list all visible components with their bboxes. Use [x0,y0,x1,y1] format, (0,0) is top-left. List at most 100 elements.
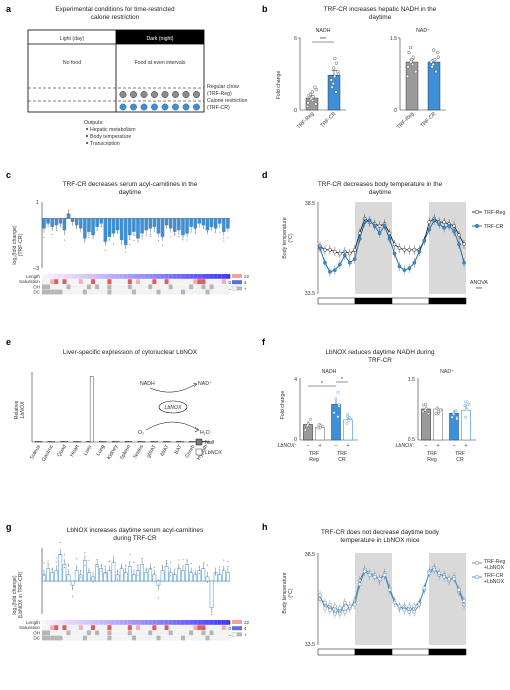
bar [83,218,87,239]
data-point [336,390,340,394]
heatmap-cell-length [225,274,230,279]
data-point [149,233,151,235]
data-point [432,48,436,52]
heatmap-cell-length [70,274,75,279]
data-point [431,62,435,66]
data-point [166,560,168,562]
series-point [427,220,432,225]
reg-label-2: (TRF-Reg) [207,91,232,97]
data-point [84,240,86,242]
legend-label: TRF-CR [484,224,504,230]
y-tick-label: 33.5 [305,642,315,648]
heatmap-cell-dc [54,289,59,295]
data-point [96,559,98,561]
series-point [362,220,367,225]
data-point [223,567,225,569]
chart-b-nadh: NADH 0 6 TRF-Reg TRF-CR *** [294,28,346,130]
bar-null [176,441,180,443]
bar [70,580,75,586]
chart-b-nad: NAD⁺ 0 1.5 TRF-Reg TRF-CR [390,28,446,130]
heatmap-cell-saturation [99,625,104,630]
heatmap-cell-dc [131,635,136,641]
heatmap-cell-dc [152,289,157,295]
heatmap-cell-dc [156,635,161,641]
heatmap-cell-length [86,620,92,625]
data-point [178,559,180,561]
legend-label: +LbNOX [484,565,505,571]
bar-null [99,441,103,443]
series-point [417,602,422,607]
heatmap-cell-length [148,620,153,625]
series-point [407,604,412,609]
series-point [382,573,387,577]
data-point [219,231,221,233]
lbnox-sign: + [464,443,467,449]
heatmap-cell-length [160,620,165,625]
series-point [422,238,427,243]
heatmap-cell-oh [111,630,116,636]
y-tick-label: 4 [294,377,297,383]
data-point [436,50,440,54]
significance-label: *** [320,37,326,43]
series-point [357,236,362,241]
group-label: CR [338,457,346,463]
bar-lbnox [205,441,210,443]
bar-null [163,441,167,443]
panel-c: c TRF-CR decreases serum acyl-carnitines… [6,170,250,295]
data-point [117,570,119,572]
data-point [63,233,65,235]
heatmap-cell-saturation [70,625,75,630]
heatmap-cell-saturation [160,279,165,284]
bar [197,570,202,582]
y-tick-label: 38.5 [305,552,315,558]
scale-plus-label: + [244,286,247,291]
reg-feeding-dot [182,91,190,98]
bar [50,218,54,227]
scale-sat-max: 4 [244,280,247,285]
heatmap-cell-oh [119,630,124,636]
heatmap-cell-length [103,620,108,625]
heatmap-cell-length [205,274,210,279]
tissue-label: gWAT [146,443,159,459]
heatmap-cell-saturation [78,625,83,630]
data-point [59,554,61,556]
heatmap-cell-dc [111,635,116,641]
data-point [92,231,94,233]
panel-d-label: d [262,170,268,180]
bar-null [86,441,90,443]
bar-null [73,441,77,443]
heatmap-cell-oh [197,284,202,290]
panel-d-title-2: daytime [369,189,392,196]
data-point [129,243,131,245]
heatmap-cell-saturation [164,279,169,284]
bar-null [189,441,193,443]
heatmap-cell-dc [213,635,218,641]
cr-feeding-dot [161,103,169,111]
bar [189,572,193,582]
y-tick-label: 1.5 [408,377,415,383]
heatmap-cell-length [189,620,194,625]
heatmap-cell-length [136,620,141,625]
heatmap-cell-dc [140,289,145,295]
heatmap-cell-length [74,620,79,625]
bar [156,218,161,234]
legend-null-text: Null [205,440,214,446]
heatmap-cell-oh [213,284,218,290]
heatmap-cell-oh [217,630,222,636]
cr-feeding-dot [119,103,127,111]
tissue-label: Soleus [29,444,42,461]
heatmap-cell-length [225,620,230,625]
heatmap-cell-saturation [111,625,116,630]
heatmap-cell-saturation [217,625,222,630]
data-point [125,564,127,566]
bar [148,568,153,582]
cr-feeding-dot [193,103,200,111]
data-point [466,403,469,407]
data-point [157,232,159,234]
heatmap-cell-oh [193,630,198,636]
data-point [166,223,168,225]
heatmap-cell-oh [91,284,96,290]
data-point [121,566,123,568]
light-period-bar [317,648,356,656]
